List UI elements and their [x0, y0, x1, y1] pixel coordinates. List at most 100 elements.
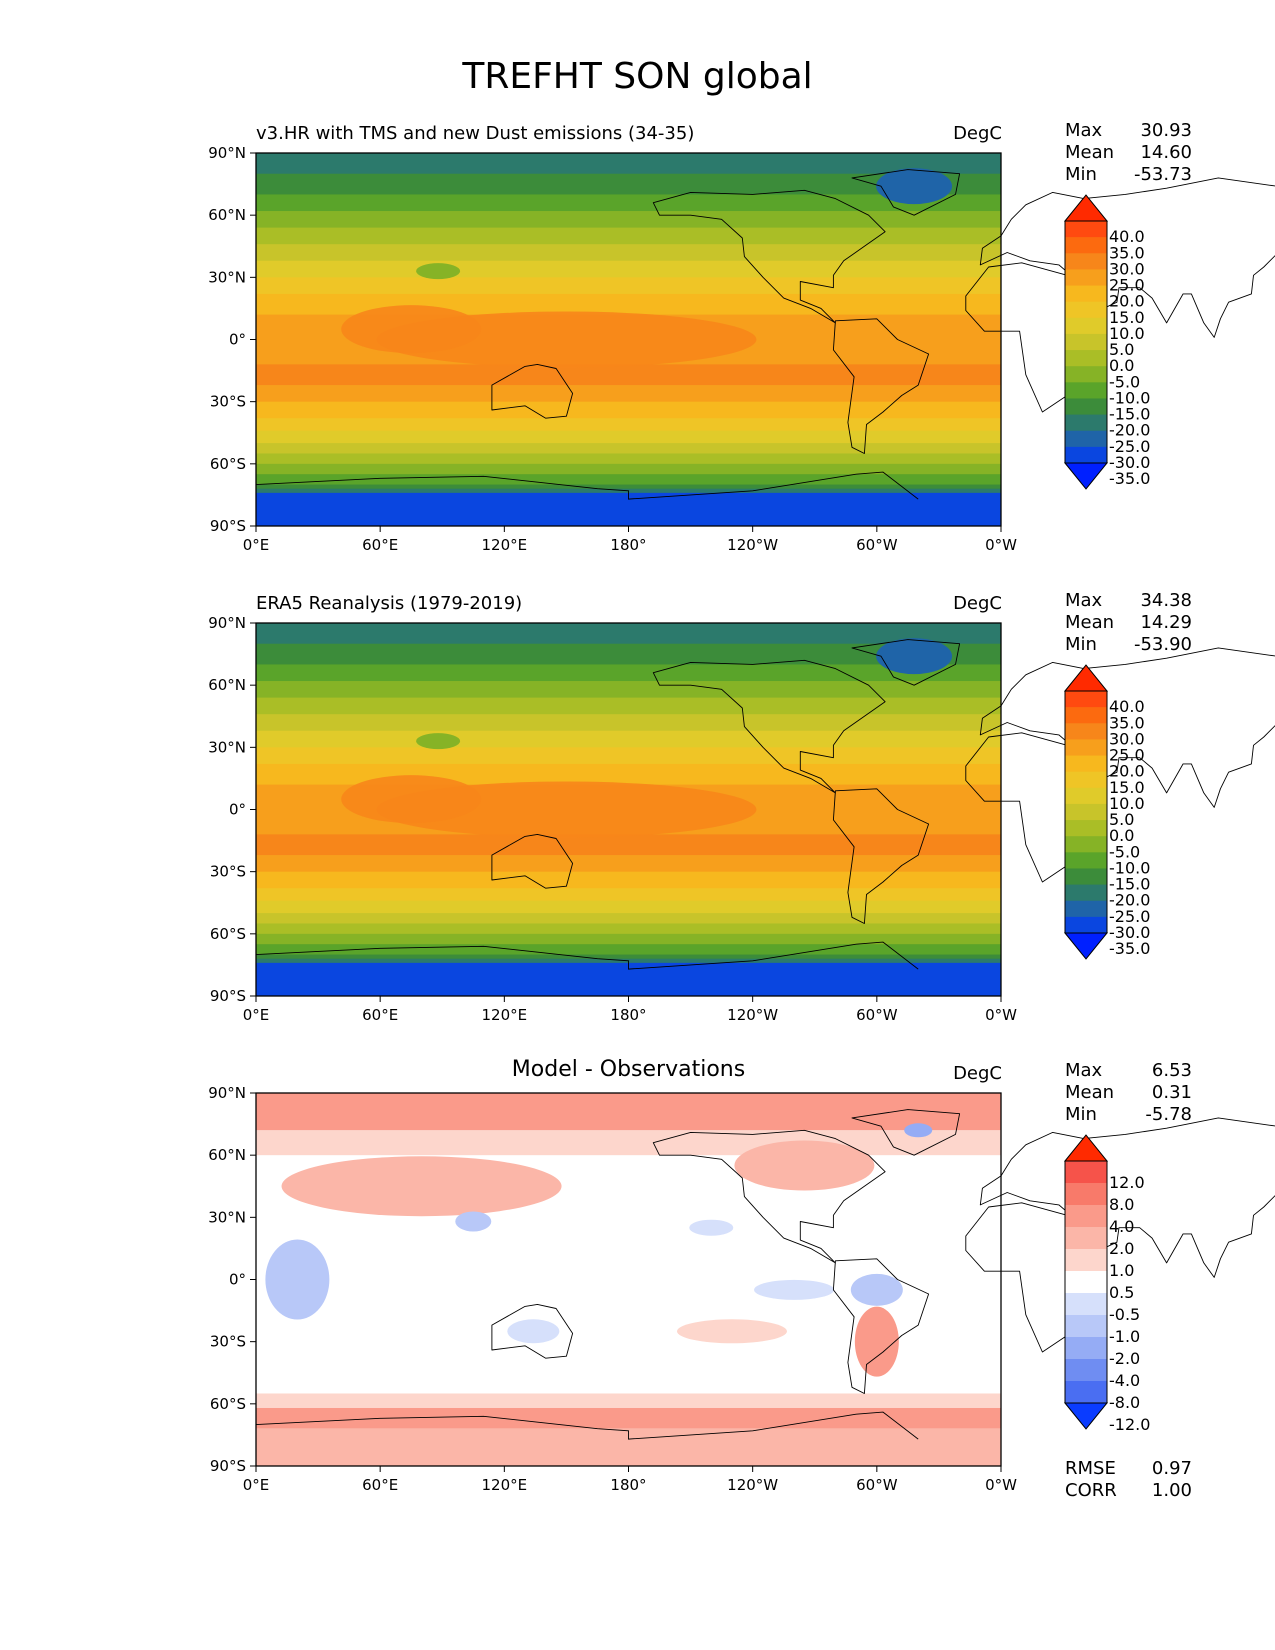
diff-diff-arctic [256, 1093, 1001, 1131]
model-xtick-label: 180° [610, 536, 646, 554]
panel-units: DegC [953, 123, 1002, 144]
obs-colorbar-label: 15.0 [1109, 778, 1145, 797]
obs-temp-band [256, 855, 1001, 873]
diff-diff-s-pacific [676, 1319, 787, 1344]
obs-colorbar-bin [1065, 884, 1107, 902]
model-colorbar-label: -10.0 [1109, 388, 1150, 407]
model-temp-band [256, 277, 1001, 295]
obs-colorbar-label: -10.0 [1109, 858, 1150, 877]
diff-colorbar-label: 0.5 [1109, 1283, 1134, 1302]
obs-coast-australia [491, 833, 574, 889]
diff-diff-eurasia [281, 1156, 562, 1217]
diff-ytick-label: 30°N [208, 1208, 246, 1226]
model-coast-south-america [832, 318, 930, 454]
model-xtick-label: 120°W [727, 536, 778, 554]
stat-min-label: Min [1065, 1104, 1097, 1125]
panel-title: Model - Observations [511, 1057, 746, 1082]
obs-colorbar-bin [1065, 820, 1107, 837]
model-coast-north-america [652, 189, 886, 324]
model-coast-greenland [851, 169, 961, 216]
model-temp-band [256, 153, 1001, 175]
model-ytick-label: 30°N [208, 268, 246, 286]
diff-colorbar-label: 8.0 [1109, 1195, 1134, 1214]
model-xtick-label: 120°E [482, 536, 528, 554]
obs-colorbar-label: 25.0 [1109, 746, 1145, 765]
model-cold-greenland [876, 168, 953, 205]
diff-colorbar-label: -1.0 [1109, 1327, 1140, 1346]
panel-title: ERA5 Reanalysis (1979-2019) [256, 593, 523, 614]
obs-colorbar-bin [1065, 691, 1107, 708]
diff-colorbar-label: 2.0 [1109, 1239, 1134, 1258]
panel-stats: Max 34.38 Mean 14.29 Min -53.90 [1065, 590, 1192, 656]
model-colorbar-bin [1065, 366, 1107, 383]
diff-xtick-label: 60°W [856, 1476, 898, 1494]
stat-rmse-label: RMSE [1065, 1458, 1116, 1479]
obs-colorbar-bin [1065, 916, 1107, 934]
diff-coast-south-america [832, 1258, 930, 1394]
diff-diff-n-america [734, 1140, 875, 1191]
stat-min-label: Min [1065, 164, 1097, 185]
diff-colorbar-label: 12.0 [1109, 1173, 1145, 1192]
diff-ytick-label: 90°S [210, 1457, 246, 1475]
diff-colorbar-bin [1065, 1205, 1107, 1228]
model-ytick-label: 90°N [208, 144, 246, 162]
stat-corr-label: CORR [1065, 1480, 1117, 1501]
model-colorbar-label: -25.0 [1109, 437, 1150, 456]
obs-coast-antarctica [255, 941, 919, 970]
diff-xtick-label: 0°E [243, 1476, 270, 1494]
obs-colorbar-bin [1065, 852, 1107, 869]
model-ytick-label: 60°N [208, 206, 246, 224]
obs-colorbar-bin [1065, 771, 1107, 789]
panel-difference-svg: 90°N 60°N 30°N 0° 30°S 60°S 90°S0°E 60°E 120°E 18… [208, 1084, 1275, 1494]
diff-colorbar-bin [1065, 1161, 1107, 1184]
obs-coast-south-america [832, 788, 930, 924]
obs-colorbar-bin [1065, 707, 1107, 724]
model-ytick-label: 30°S [210, 393, 246, 411]
diff-xtick-label: 120°E [482, 1476, 528, 1494]
diff-colorbar-extend-max [1063, 1134, 1109, 1162]
obs-temp-band [256, 871, 1001, 889]
model-coast-antarctica [255, 471, 919, 500]
diff-xtick-label: 180° [610, 1476, 646, 1494]
model-temp-band [256, 430, 1001, 444]
obs-colorbar-label: 40.0 [1109, 697, 1145, 716]
obs-ytick-label: 30°S [210, 863, 246, 881]
obs-xtick-label: 120°E [482, 1006, 528, 1024]
obs-colorbar-extend-min [1063, 932, 1109, 960]
stat-mean-value: 14.29 [1140, 612, 1192, 633]
panel-units: DegC [953, 593, 1002, 614]
stat-corr-value: 1.00 [1151, 1480, 1192, 1501]
stat-min-value: -53.73 [1133, 164, 1192, 185]
stat-max-label: Max [1065, 120, 1103, 141]
model-colorbar-bin [1065, 317, 1107, 335]
obs-ytick-label: 90°N [208, 614, 246, 632]
model-colorbar-label: -35.0 [1109, 469, 1150, 488]
diff-ytick-label: 90°N [208, 1084, 246, 1102]
diff-diff-southern [256, 1407, 1001, 1429]
model-colorbar-bin [1065, 301, 1107, 319]
panel-stats: Max 6.53 Mean 0.31 Min -5.78 [1065, 1060, 1192, 1126]
panel-error-stats: RMSE 0.97 CORR 1.00 [1065, 1458, 1192, 1502]
diff-colorbar-label: 1.0 [1109, 1261, 1134, 1280]
obs-colorbar-label: 5.0 [1109, 810, 1134, 829]
diff-ytick-label: 0° [229, 1271, 246, 1289]
model-colorbar-label: -20.0 [1109, 421, 1150, 440]
model-colorbar-bin [1065, 398, 1107, 416]
panel-title: v3.HR with TMS and new Dust emissions (3… [256, 123, 695, 144]
model-colorbar-bin [1065, 221, 1107, 238]
diff-xtick-label: 120°W [727, 1476, 778, 1494]
model-temp-band [256, 211, 1001, 229]
model-temp-band [256, 173, 1001, 195]
model-colorbar-label: -30.0 [1109, 453, 1150, 472]
obs-colorbar-bin [1065, 868, 1107, 886]
diff-diff-arctic-edge [256, 1130, 1001, 1156]
model-colorbar-label: -5.0 [1109, 372, 1140, 391]
obs-colorbar-label: -20.0 [1109, 891, 1150, 910]
model-colorbar-bin [1065, 333, 1107, 351]
obs-temp-band [256, 834, 1001, 856]
diff-xtick-label: 60°E [362, 1476, 398, 1494]
obs-cold-tibet [416, 733, 461, 750]
obs-colorbar-label: 10.0 [1109, 794, 1145, 813]
obs-temp-band [256, 944, 1001, 956]
model-colorbar-label: 0.0 [1109, 356, 1134, 375]
